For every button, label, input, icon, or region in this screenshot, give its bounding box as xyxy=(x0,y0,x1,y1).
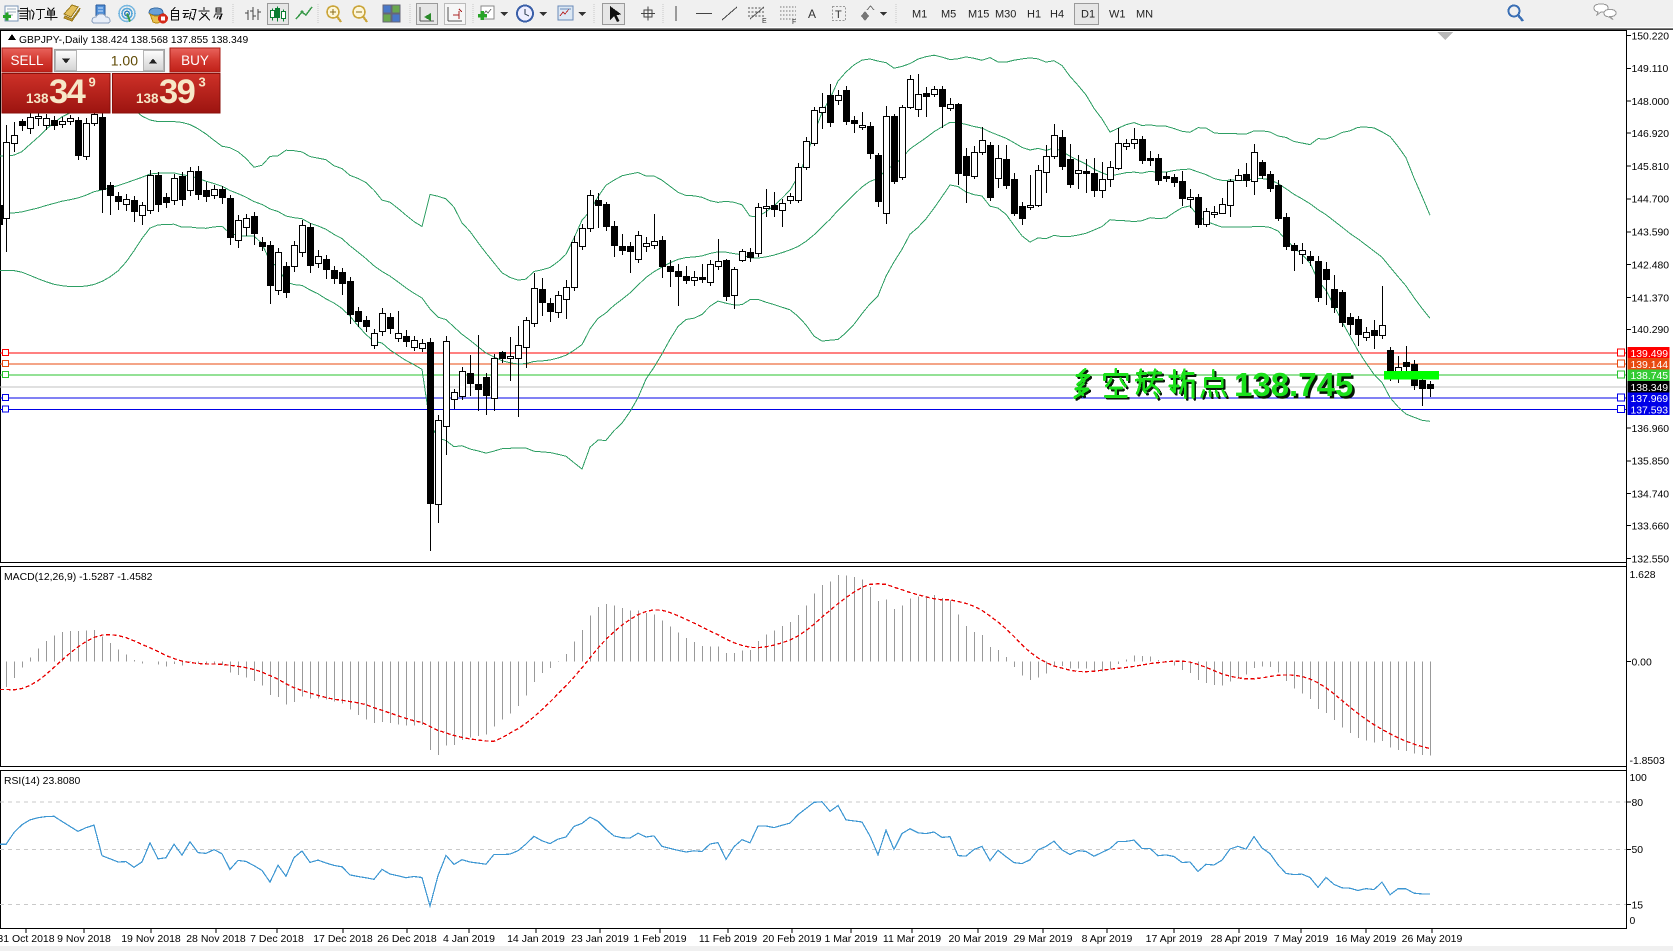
svg-text:29 Mar 2019: 29 Mar 2019 xyxy=(1014,933,1073,945)
svg-text:1 Feb 2019: 1 Feb 2019 xyxy=(633,933,686,945)
svg-text:7 Dec 2018: 7 Dec 2018 xyxy=(250,933,304,945)
svg-text:-1.8503: -1.8503 xyxy=(1630,756,1665,767)
svg-text:0.00: 0.00 xyxy=(1632,657,1652,668)
svg-text:146.920: 146.920 xyxy=(1632,129,1670,140)
svg-text:135.850: 135.850 xyxy=(1632,457,1670,468)
svg-text:H1: H1 xyxy=(1027,9,1041,21)
svg-text:0: 0 xyxy=(1630,916,1636,927)
svg-text:23 Jan 2019: 23 Jan 2019 xyxy=(571,933,629,945)
svg-text:RSI(14) 23.8080: RSI(14) 23.8080 xyxy=(4,776,80,787)
svg-text:MACD(12,26,9) -1.5287 -1.4582: MACD(12,26,9) -1.5287 -1.4582 xyxy=(4,572,153,583)
svg-text:28 Apr 2019: 28 Apr 2019 xyxy=(1211,933,1268,945)
svg-text:149.110: 149.110 xyxy=(1632,64,1669,75)
svg-text:F: F xyxy=(792,19,796,26)
svg-text:1.628: 1.628 xyxy=(1630,570,1656,581)
svg-text:142.480: 142.480 xyxy=(1632,260,1670,271)
svg-text:9: 9 xyxy=(89,75,96,90)
svg-text:144.700: 144.700 xyxy=(1632,195,1670,206)
svg-text:141.370: 141.370 xyxy=(1632,293,1670,304)
svg-text:8 Apr 2019: 8 Apr 2019 xyxy=(1082,933,1133,945)
svg-text:143.590: 143.590 xyxy=(1632,228,1670,239)
svg-text:138.349: 138.349 xyxy=(1631,383,1669,394)
svg-text:SELL: SELL xyxy=(10,53,44,68)
svg-text:139.144: 139.144 xyxy=(1631,360,1669,371)
svg-text:139.499: 139.499 xyxy=(1631,349,1669,360)
svg-text:26 Dec 2018: 26 Dec 2018 xyxy=(377,933,437,945)
svg-text:9 Nov 2018: 9 Nov 2018 xyxy=(57,933,111,945)
svg-text:11 Feb 2019: 11 Feb 2019 xyxy=(699,933,757,945)
svg-text:4 Jan 2019: 4 Jan 2019 xyxy=(443,933,495,945)
svg-text:3: 3 xyxy=(199,75,206,90)
svg-text:E: E xyxy=(762,18,767,25)
svg-text:148.000: 148.000 xyxy=(1632,97,1670,108)
svg-text:138.745: 138.745 xyxy=(1236,368,1355,405)
svg-text:138: 138 xyxy=(136,91,159,106)
svg-text:26 May 2019: 26 May 2019 xyxy=(1402,933,1463,945)
svg-text:20 Mar 2019: 20 Mar 2019 xyxy=(949,933,1008,945)
svg-text:137.593: 137.593 xyxy=(1631,405,1669,416)
svg-text:134.740: 134.740 xyxy=(1632,490,1670,501)
svg-text:W1: W1 xyxy=(1109,9,1126,21)
svg-text:138.745: 138.745 xyxy=(1234,366,1353,403)
svg-text:20 Feb 2019: 20 Feb 2019 xyxy=(763,933,822,945)
svg-text:34: 34 xyxy=(49,73,86,111)
svg-text:1 Mar 2019: 1 Mar 2019 xyxy=(824,933,877,945)
svg-text:138.745: 138.745 xyxy=(1631,371,1669,382)
svg-text:145.810: 145.810 xyxy=(1632,162,1670,173)
svg-text:19 Nov 2018: 19 Nov 2018 xyxy=(121,933,181,945)
svg-text:17 Apr 2019: 17 Apr 2019 xyxy=(1146,933,1203,945)
svg-text:140.290: 140.290 xyxy=(1632,325,1670,336)
svg-text:15: 15 xyxy=(1632,901,1644,912)
svg-text:50: 50 xyxy=(1632,845,1644,856)
svg-text:H4: H4 xyxy=(1050,9,1064,21)
svg-text:133.660: 133.660 xyxy=(1632,522,1670,533)
svg-text:31 Oct 2018: 31 Oct 2018 xyxy=(0,933,55,945)
svg-text:7 May 2019: 7 May 2019 xyxy=(1274,933,1329,945)
svg-text:1.00: 1.00 xyxy=(111,53,138,69)
svg-text:100: 100 xyxy=(1630,773,1648,784)
svg-text:T: T xyxy=(835,9,842,21)
svg-text:M1: M1 xyxy=(912,9,927,21)
svg-text:39: 39 xyxy=(159,73,195,111)
svg-text:14 Jan 2019: 14 Jan 2019 xyxy=(507,933,565,945)
svg-text:17 Dec 2018: 17 Dec 2018 xyxy=(313,933,373,945)
svg-text:D1: D1 xyxy=(1081,9,1095,21)
svg-text:138: 138 xyxy=(26,91,49,106)
svg-text:GBPJPY-,Daily 138.424 138.568: GBPJPY-,Daily 138.424 138.568 137.855 13… xyxy=(19,35,248,46)
svg-text:150.220: 150.220 xyxy=(1632,31,1670,42)
svg-text:M15: M15 xyxy=(968,9,989,21)
svg-text:11 Mar 2019: 11 Mar 2019 xyxy=(883,933,941,945)
svg-text:137.969: 137.969 xyxy=(1631,394,1669,405)
svg-text:BUY: BUY xyxy=(181,53,209,68)
svg-text:MN: MN xyxy=(1136,9,1153,21)
svg-text:M30: M30 xyxy=(995,9,1016,21)
svg-text:80: 80 xyxy=(1632,798,1644,809)
svg-text:M5: M5 xyxy=(941,9,956,21)
svg-text:A: A xyxy=(808,7,816,21)
svg-text:136.960: 136.960 xyxy=(1632,424,1670,435)
svg-text:16 May 2019: 16 May 2019 xyxy=(1336,933,1397,945)
svg-text:28 Nov 2018: 28 Nov 2018 xyxy=(186,933,246,945)
svg-text:132.550: 132.550 xyxy=(1632,554,1670,565)
